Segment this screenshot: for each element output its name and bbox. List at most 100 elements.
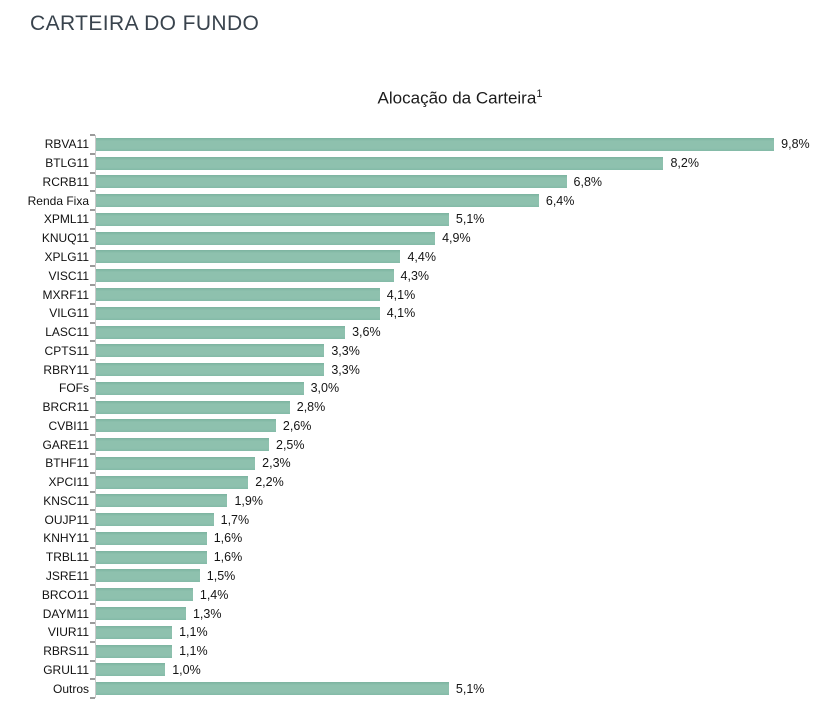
bar-zone: 3,3% [95, 360, 839, 379]
axis-tick [90, 134, 95, 136]
bar [96, 363, 325, 377]
bar-zone: 5,1% [95, 679, 839, 698]
value-label: 4,3% [400, 268, 430, 283]
bar [96, 682, 449, 696]
axis-tick [90, 340, 95, 343]
category-label: GRUL11 [43, 662, 89, 677]
value-label: 4,1% [386, 306, 416, 321]
category-label: VIUR11 [47, 625, 89, 640]
bar-zone: 1,4% [95, 585, 839, 605]
category-label: BTHF11 [45, 456, 89, 471]
value-label: 6,4% [545, 193, 575, 208]
bar [96, 625, 173, 639]
chart-row: CVBI11 2,6% [0, 416, 839, 436]
bar-zone: 1,6% [95, 547, 839, 567]
value-label: 9,8% [781, 137, 810, 152]
axis-tick [90, 697, 95, 700]
bar-zone: 4,9% [95, 228, 839, 248]
chart-title-text: Alocação da Carteira [377, 88, 537, 108]
category-label: KNHY11 [43, 531, 89, 546]
value-label: 2,6% [282, 418, 312, 433]
bar-zone: 3,3% [95, 341, 839, 361]
chart-row: VILG11 4,1% [0, 303, 839, 323]
bar [96, 456, 256, 470]
bar-zone: 1,1% [95, 641, 839, 661]
bar-zone: 9,8% [95, 135, 839, 154]
axis-tick [90, 190, 95, 193]
chart-row: GRUL11 1,0% [0, 660, 839, 680]
bar [96, 644, 173, 658]
chart-row: TRBL11 1,6% [0, 547, 839, 567]
value-label: 1,0% [172, 662, 201, 677]
category-label: RBRS11 [43, 644, 89, 659]
bar [96, 306, 380, 320]
chart-row: XPLG11 4,4% [0, 247, 839, 267]
chart-row: RBRY11 3,3% [0, 360, 839, 379]
axis-tick [90, 152, 95, 155]
bar [96, 400, 290, 414]
category-label: XPCI11 [48, 475, 89, 490]
value-label: 1,7% [220, 512, 250, 527]
bar [96, 269, 394, 283]
axis-tick [90, 321, 95, 324]
value-label: 5,1% [455, 212, 485, 227]
bar [96, 250, 401, 264]
chart-row: VISC11 4,3% [0, 266, 839, 286]
bar-zone: 2,8% [95, 397, 839, 417]
value-label: 2,3% [262, 456, 291, 471]
axis-tick [90, 359, 95, 362]
value-label: 1,9% [234, 493, 263, 508]
category-label: KNSC11 [43, 493, 89, 508]
category-label: BTLG11 [45, 156, 89, 171]
chart-row: RBVA11 9,8% [0, 135, 839, 154]
y-axis [89, 134, 95, 700]
axis-tick [90, 490, 95, 493]
bar-zone: 4,3% [95, 266, 839, 286]
chart-row: KNSC11 1,9% [0, 491, 839, 511]
bar [96, 288, 380, 301]
value-label: 1,4% [199, 587, 229, 602]
bar-zone: 2,6% [95, 416, 839, 436]
value-label: 6,8% [573, 174, 603, 189]
bar-zone: 6,8% [95, 172, 839, 192]
value-label: 1,1% [179, 625, 208, 640]
bar-zone: 4,4% [95, 247, 839, 267]
value-label: 1,6% [213, 531, 243, 546]
page-title: CARTEIRA DO FUNDO [30, 12, 260, 35]
axis-tick [90, 603, 95, 606]
chart-row: Outros 5,1% [0, 679, 839, 698]
bar-zone: 8,2% [95, 153, 839, 173]
value-label: 4,4% [407, 249, 436, 264]
bar [96, 231, 436, 245]
value-label: 1,6% [213, 550, 243, 565]
chart-row: MXRF11 4,1% [0, 285, 839, 304]
axis-tick [90, 246, 95, 249]
category-label: BRCR11 [42, 400, 89, 415]
value-label: 2,2% [255, 475, 284, 490]
bar-zone: 1,5% [95, 566, 839, 586]
bar [96, 137, 775, 151]
bar-zone: 1,0% [95, 660, 839, 680]
category-label: RBRY11 [43, 362, 89, 377]
axis-tick [90, 528, 95, 531]
value-label: 4,1% [386, 287, 416, 302]
chart-row: RCRB11 6,8% [0, 172, 839, 192]
bar [96, 513, 214, 527]
bar [96, 663, 166, 677]
category-label: XPML11 [43, 212, 89, 227]
category-label: Renda Fixa [27, 193, 89, 208]
bar [96, 212, 449, 226]
bar-zone: 1,6% [95, 529, 839, 548]
chart-row: GARE11 2,5% [0, 435, 839, 455]
bar [96, 494, 228, 508]
chart-row: VIUR11 1,1% [0, 622, 839, 642]
bar [96, 588, 193, 602]
axis-tick [90, 622, 95, 625]
value-label: 3,0% [310, 381, 340, 396]
axis-tick [90, 434, 95, 437]
chart-row: FOFs 3,0% [0, 378, 839, 398]
category-label: LASC11 [45, 325, 89, 340]
bar-zone: 1,7% [95, 510, 839, 530]
axis-tick [90, 209, 95, 212]
axis-tick [90, 584, 95, 587]
